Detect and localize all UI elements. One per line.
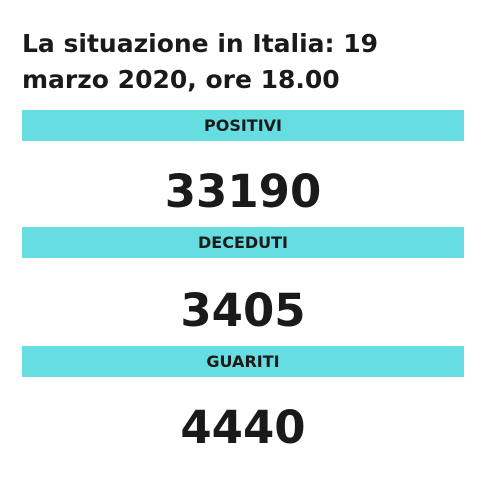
count: 33190	[164, 165, 322, 218]
count: 3405	[180, 284, 306, 337]
title: La situazione in Italia: 19 marzo 2020, …	[22, 29, 379, 94]
count: 4440	[180, 401, 306, 454]
label-band: DECEDUTI	[22, 227, 464, 258]
label-band: GUARITI	[22, 346, 464, 377]
label-band: POSITIVI	[22, 110, 464, 141]
